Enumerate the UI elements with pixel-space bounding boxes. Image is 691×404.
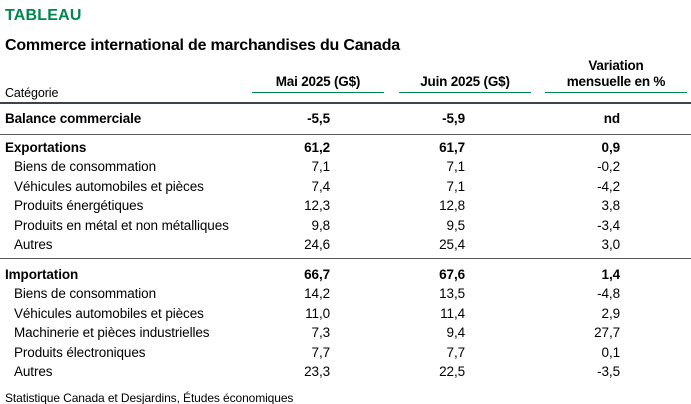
table-row: Autres 23,3 22,5 -3,5: [0, 362, 691, 382]
table-row: Produits en métal et non métalliques 9,8…: [0, 216, 691, 236]
cell-variation: 3,8: [601, 198, 621, 214]
table-row: Biens de consommation 14,2 13,5 -4,8: [0, 284, 691, 304]
cell-juin: 9,4: [446, 325, 466, 341]
table-title: Commerce international de marchandises d…: [5, 37, 400, 54]
cell-mai: 12,3: [304, 198, 330, 214]
row-label: Biens de consommation: [14, 286, 156, 302]
cell-variation: 3,0: [601, 237, 621, 253]
row-label: Produits en métal et non métalliques: [14, 217, 229, 233]
cell-variation: nd: [603, 111, 620, 127]
cell-mai: 11,0: [305, 305, 330, 321]
table-row: Autres 24,6 25,4 3,0: [0, 235, 691, 255]
table-row: Produits électroniques 7,7 7,7 0,1: [0, 343, 691, 363]
table-row: Produits énergétiques 12,3 12,8 3,8: [0, 196, 691, 216]
cell-mai: 7,7: [311, 344, 331, 360]
cell-juin: 13,5: [439, 286, 465, 302]
category-column-header: Catégorie: [5, 86, 59, 100]
row-label: Véhicules automobiles et pièces: [14, 178, 204, 194]
row-label: Importation: [5, 266, 79, 282]
row-label: Autres: [14, 237, 53, 253]
cell-variation: -4,2: [597, 178, 620, 194]
row-label: Autres: [14, 364, 53, 380]
cell-juin: 7,1: [446, 159, 466, 175]
cell-mai: 7,4: [311, 178, 331, 194]
cell-juin: 22,5: [439, 364, 465, 380]
table-row: Machinerie et pièces industrielles 7,3 9…: [0, 323, 691, 343]
cell-mai: 23,3: [304, 364, 330, 380]
cell-juin: 67,6: [439, 266, 465, 282]
cell-variation: -3,4: [597, 217, 620, 233]
cell-juin: 7,1: [446, 178, 466, 194]
cell-variation: 0,1: [601, 344, 621, 360]
table-kicker: TABLEAU: [5, 7, 82, 24]
row-balance-commerciale: Balance commerciale -5,5 -5,9 nd: [0, 109, 691, 129]
cell-variation: 1,4: [601, 266, 621, 282]
row-label: Produits électroniques: [14, 344, 146, 360]
table-row: Véhicules automobiles et pièces 11,0 11,…: [0, 304, 691, 324]
cell-mai: 24,6: [304, 237, 330, 253]
cell-mai: 7,1: [311, 159, 331, 175]
cell-mai: 61,2: [304, 139, 330, 155]
cell-mai: 7,3: [311, 325, 331, 341]
cell-mai: 14,2: [304, 286, 330, 302]
cell-mai: -5,5: [307, 111, 330, 127]
source-note: Statistique Canada et Desjardins, Études…: [5, 390, 294, 404]
cell-juin: 61,7: [439, 139, 465, 155]
cell-variation: 0,9: [601, 139, 621, 155]
cell-juin: 9,5: [446, 217, 466, 233]
column-header-juin-2025: Juin 2025 (G$): [399, 74, 531, 93]
cell-variation: -4,8: [597, 286, 620, 302]
column-header-mai-2025: Mai 2025 (G$): [252, 74, 384, 93]
cell-juin: 25,4: [439, 237, 465, 253]
cell-variation: 27,7: [594, 325, 620, 341]
row-importation: Importation 66,7 67,6 1,4: [0, 265, 691, 285]
table-row: Véhicules automobiles et pièces 7,4 7,1 …: [0, 177, 691, 197]
cell-mai: 9,8: [311, 217, 331, 233]
row-label: Produits énergétiques: [14, 198, 144, 214]
cell-juin: 11,4: [440, 305, 465, 321]
row-exportations: Exportations 61,2 61,7 0,9: [0, 138, 691, 158]
cell-juin: 12,8: [439, 198, 465, 214]
cell-juin: -5,9: [442, 111, 465, 127]
row-label: Biens de consommation: [14, 159, 156, 175]
cell-variation: -3,5: [597, 364, 620, 380]
cell-variation: 2,9: [601, 305, 621, 321]
row-label: Machinerie et pièces industrielles: [14, 325, 210, 341]
row-label: Véhicules automobiles et pièces: [14, 305, 204, 321]
row-label: Balance commerciale: [5, 111, 142, 127]
cell-variation: -0,2: [597, 159, 620, 175]
divider: [0, 257, 691, 259]
table-header: Catégorie Mai 2025 (G$) Juin 2025 (G$) V…: [0, 58, 691, 104]
column-header-variation-line1: Variation: [588, 58, 644, 73]
column-header-variation-line2: mensuelle en %: [566, 74, 666, 89]
divider: [0, 133, 691, 135]
column-header-variation: Variation mensuelle en %: [545, 58, 687, 93]
table-row: Biens de consommation 7,1 7,1 -0,2: [0, 157, 691, 177]
cell-mai: 66,7: [304, 266, 330, 282]
cell-juin: 7,7: [446, 344, 466, 360]
row-label: Exportations: [5, 139, 87, 155]
